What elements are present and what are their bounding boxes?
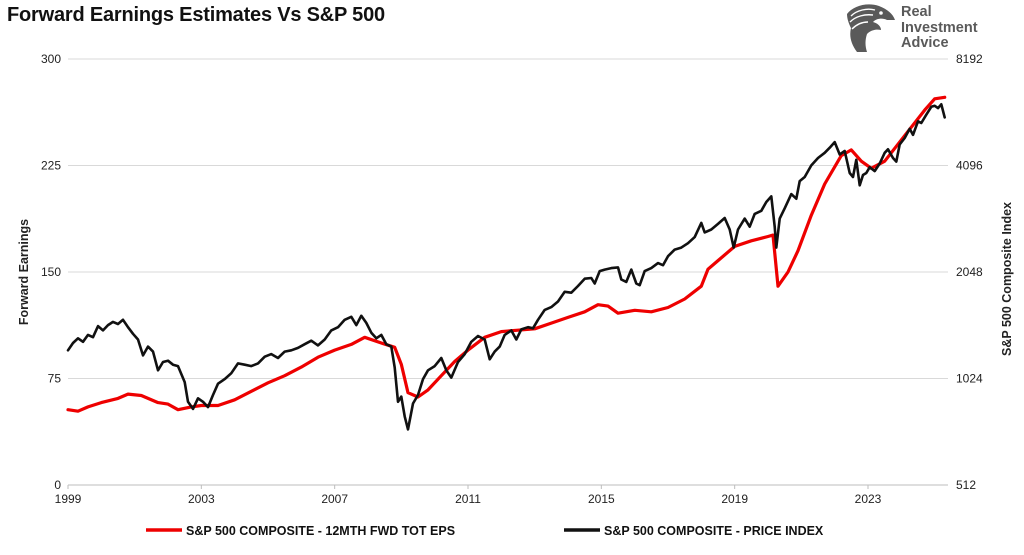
x-tick-label: 2023	[855, 492, 882, 506]
y-tick-label: 300	[41, 52, 61, 66]
y2-tick-label: 8192	[956, 52, 983, 66]
y-axis-right-label: S&P 500 Composite Index	[1000, 202, 1014, 356]
y-tick-label: 150	[41, 265, 61, 279]
legend-label-price: S&P 500 COMPOSITE - PRICE INDEX	[604, 524, 824, 538]
legend: S&P 500 COMPOSITE - 12MTH FWD TOT EPS S&…	[146, 524, 824, 538]
x-axis-ticks: 1999 2003 2007 2011 2015 2019 2023	[55, 485, 882, 506]
gridlines	[68, 58, 948, 379]
x-tick-label: 2007	[321, 492, 348, 506]
y2-tick-label: 1024	[956, 372, 983, 386]
y-tick-label: 225	[41, 159, 61, 173]
y-tick-label: 75	[48, 372, 62, 386]
y-tick-label: 0	[54, 478, 61, 492]
x-tick-label: 1999	[55, 492, 82, 506]
logo-text-line2: Investment	[901, 19, 978, 36]
legend-label-eps: S&P 500 COMPOSITE - 12MTH FWD TOT EPS	[186, 524, 455, 538]
series-lines	[66, 95, 947, 431]
y2-tick-label: 4096	[956, 159, 983, 173]
brand-logo: Real Investment Advice	[843, 2, 1023, 54]
x-tick-label: 2011	[455, 492, 481, 506]
y-axis-right-ticks: 512 1024 2048 4096 8192	[956, 52, 983, 492]
series-line-sp500-price	[66, 103, 946, 431]
y2-tick-label: 2048	[956, 265, 983, 279]
eagle-head-icon	[847, 4, 895, 53]
y2-tick-label: 512	[956, 478, 976, 492]
y-axis-left-label: Forward Earnings	[17, 219, 31, 325]
logo-text-line3: Advice	[901, 35, 949, 51]
y-axis-left-ticks: 0 75 150 225 300	[41, 52, 61, 492]
series-line-fwd-eps	[66, 95, 947, 413]
x-tick-label: 2019	[721, 492, 748, 506]
x-tick-label: 2015	[588, 492, 615, 506]
x-tick-label: 2003	[188, 492, 215, 506]
logo-text-line1: Real	[901, 4, 932, 20]
chart-title: Forward Earnings Estimates Vs S&P 500	[7, 4, 385, 26]
